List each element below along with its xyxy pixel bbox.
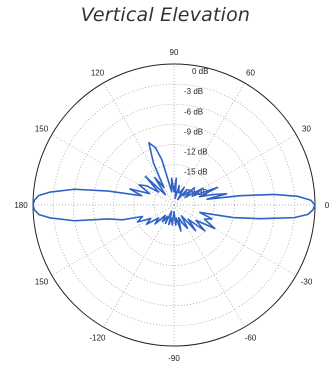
grid-spoke-300	[173, 204, 245, 328]
radial-tick-label: -6 dB	[184, 107, 203, 116]
angle-tick-label: 90	[170, 48, 179, 57]
grid-spoke-60	[173, 82, 245, 206]
series-line-0	[32, 141, 316, 232]
angle-tick-labels: 0 30 60 90 120 150 180 150 -120 -90 -60 -30	[14, 48, 329, 363]
radial-tick-label: 0 dB	[192, 67, 208, 76]
grid-ring-5	[153, 184, 195, 226]
grid-spoke-150	[51, 134, 175, 206]
radial-tick-label: -9 dB	[184, 127, 203, 136]
radial-tick-label: -3 dB	[184, 87, 203, 96]
angle-tick-label: -60	[245, 334, 257, 343]
series-layer	[32, 141, 316, 232]
grid-ring-2	[93, 124, 255, 286]
angle-tick-label: 150	[35, 125, 49, 134]
chart-title: Vertical Elevation	[80, 4, 251, 26]
grid-spoke-120	[103, 82, 175, 206]
angle-tick-label: 0	[325, 201, 330, 210]
angle-tick-label: -120	[89, 334, 106, 343]
radial-tick-label: -15 dB	[184, 168, 208, 177]
radial-tick-label: -12 dB	[184, 148, 208, 157]
angle-tick-label: 60	[246, 68, 255, 77]
angle-tick-label: 120	[91, 68, 105, 77]
angle-tick-label: -90	[168, 354, 180, 363]
grid-spoke-330	[173, 204, 297, 276]
radial-tick-labels: 0 dB-3 dB-6 dB-9 dB-12 dB-15 dB-18 dB	[184, 67, 208, 197]
grid-spoke-240	[103, 204, 175, 328]
angle-tick-label: 30	[302, 125, 311, 134]
grid-spoke-210	[51, 204, 175, 276]
grid-ring-4	[133, 164, 215, 246]
grid-ring-1	[72, 103, 276, 307]
angle-tick-label: 150	[35, 278, 49, 287]
angle-tick-label: 180	[14, 201, 28, 210]
grid-spoke-30	[173, 134, 297, 206]
angle-tick-label: -30	[301, 278, 313, 287]
grid-spokes	[33, 64, 315, 346]
